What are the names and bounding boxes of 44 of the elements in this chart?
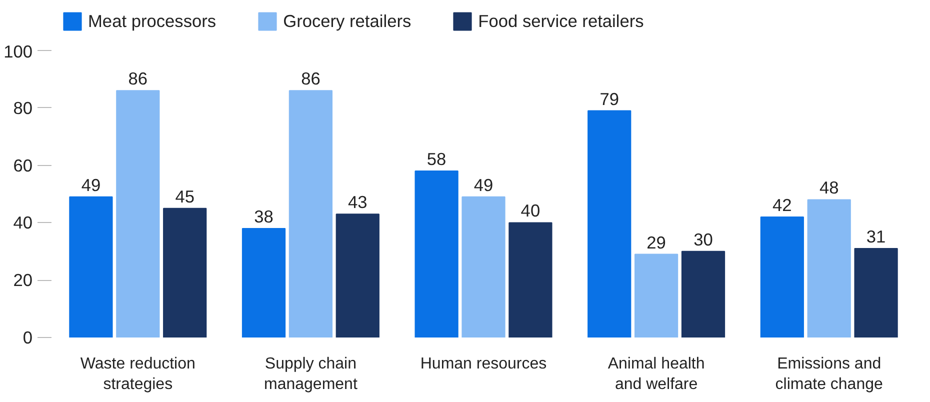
data-label: 58: [426, 149, 446, 170]
bar: [807, 199, 851, 338]
data-label: 29: [646, 232, 666, 252]
bar: [414, 170, 458, 338]
data-label: 79: [600, 88, 619, 109]
data-label: 49: [81, 174, 101, 195]
bar: [288, 90, 333, 338]
bar: [242, 228, 286, 338]
data-label: 86: [128, 68, 148, 89]
bar: [854, 248, 898, 338]
bar: [116, 90, 160, 338]
bar: [508, 222, 552, 338]
x-tick-label: Waste reduction strategies: [80, 356, 196, 393]
data-label: 43: [348, 192, 368, 212]
data-label: 30: [694, 229, 713, 250]
data-label: 42: [772, 194, 792, 215]
x-tick-label: Human resources: [420, 356, 547, 372]
legend-label: Meat processors: [88, 10, 216, 32]
y-tick-label: 80: [13, 98, 33, 118]
bar: [462, 196, 506, 338]
bar: [336, 214, 380, 338]
bar: [163, 208, 207, 338]
y-tick-label: 20: [13, 270, 33, 290]
y-tick-label: 40: [13, 212, 33, 233]
data-label: 40: [520, 200, 540, 221]
data-label: 48: [819, 178, 839, 198]
data-label: 45: [175, 186, 194, 206]
bar: [634, 254, 678, 338]
y-tick-label: 0: [22, 328, 33, 348]
x-tick-label: Animal health and welfare: [608, 356, 705, 393]
x-tick-label: Emissions and climate change: [775, 356, 884, 393]
x-tick-label: Supply chain management: [264, 356, 358, 393]
bar: [588, 110, 632, 338]
data-label: 49: [474, 174, 494, 195]
y-tick-label: 60: [13, 155, 33, 176]
legend-label: Food service retailers: [478, 10, 644, 32]
legend-label: Grocery retailers: [283, 10, 412, 32]
bar: [760, 216, 804, 338]
data-label: 38: [254, 206, 274, 226]
bar: [681, 250, 726, 338]
bar: [69, 196, 113, 338]
data-label: 31: [866, 226, 886, 247]
data-label: 86: [301, 68, 320, 89]
y-tick-label: 100: [4, 42, 33, 62]
